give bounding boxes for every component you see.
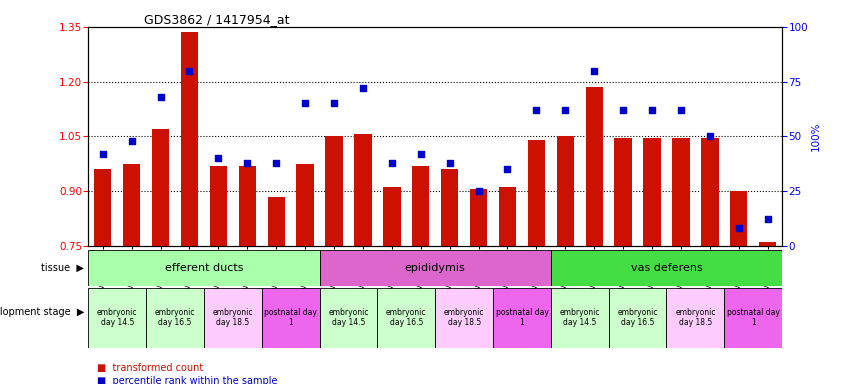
Text: embryonic
day 18.5: embryonic day 18.5 <box>675 308 716 328</box>
Text: ■  percentile rank within the sample: ■ percentile rank within the sample <box>97 376 278 384</box>
Bar <box>499 187 516 246</box>
Bar <box>730 191 748 246</box>
Text: postnatal day
1: postnatal day 1 <box>495 308 548 328</box>
Bar <box>152 129 169 246</box>
Point <box>703 133 717 139</box>
Bar <box>759 242 776 246</box>
Bar <box>88 288 146 348</box>
Bar <box>320 250 551 286</box>
Text: embryonic
day 14.5: embryonic day 14.5 <box>97 308 137 328</box>
Bar <box>123 164 140 246</box>
Text: embryonic
day 16.5: embryonic day 16.5 <box>617 308 658 328</box>
Point <box>761 217 775 223</box>
Bar <box>146 288 204 348</box>
Bar <box>557 136 574 246</box>
Point <box>500 166 514 172</box>
Point <box>212 155 225 161</box>
Bar <box>354 134 372 246</box>
Point <box>645 107 659 113</box>
Bar <box>666 288 724 348</box>
Bar <box>267 197 285 246</box>
Text: embryonic
day 18.5: embryonic day 18.5 <box>444 308 484 328</box>
Text: embryonic
day 14.5: embryonic day 14.5 <box>559 308 600 328</box>
Bar <box>528 140 545 246</box>
Bar <box>436 288 493 348</box>
Bar <box>493 288 551 348</box>
Bar <box>181 32 198 246</box>
Bar <box>204 288 262 348</box>
Bar <box>615 138 632 246</box>
Text: embryonic
day 14.5: embryonic day 14.5 <box>328 308 368 328</box>
Bar <box>296 164 314 246</box>
Bar <box>325 136 343 246</box>
Point <box>96 151 109 157</box>
Text: ■  transformed count: ■ transformed count <box>97 363 203 373</box>
Bar <box>724 288 782 348</box>
Point <box>674 107 688 113</box>
Bar <box>643 138 661 246</box>
Bar <box>470 189 487 246</box>
Bar <box>239 166 256 246</box>
Text: development stage  ▶: development stage ▶ <box>0 307 84 317</box>
Text: embryonic
day 18.5: embryonic day 18.5 <box>213 308 253 328</box>
Bar <box>701 138 718 246</box>
Bar <box>378 288 436 348</box>
Bar <box>383 187 400 246</box>
Text: embryonic
day 16.5: embryonic day 16.5 <box>386 308 426 328</box>
Point <box>414 151 427 157</box>
Bar <box>609 288 666 348</box>
Point <box>182 68 196 74</box>
Text: epididymis: epididymis <box>405 263 466 273</box>
Text: postnatal day
1: postnatal day 1 <box>264 308 317 328</box>
Point <box>241 159 254 166</box>
Bar <box>88 250 320 286</box>
Text: postnatal day
1: postnatal day 1 <box>727 308 780 328</box>
Y-axis label: 100%: 100% <box>811 122 821 151</box>
Point <box>472 188 485 194</box>
Point <box>125 137 139 144</box>
Bar <box>672 138 690 246</box>
Point <box>558 107 572 113</box>
Bar <box>262 288 320 348</box>
Bar <box>209 166 227 246</box>
Point <box>443 159 457 166</box>
Bar <box>551 288 609 348</box>
Point <box>154 94 167 100</box>
Text: tissue  ▶: tissue ▶ <box>41 263 84 273</box>
Text: efferent ducts: efferent ducts <box>165 263 243 273</box>
Text: vas deferens: vas deferens <box>631 263 702 273</box>
Point <box>530 107 543 113</box>
Bar <box>585 87 603 246</box>
Bar <box>441 169 458 246</box>
Bar <box>94 169 111 246</box>
Bar <box>551 250 782 286</box>
Point <box>385 159 399 166</box>
Text: embryonic
day 16.5: embryonic day 16.5 <box>155 308 195 328</box>
Point <box>732 225 745 231</box>
Point <box>588 68 601 74</box>
Point <box>327 101 341 107</box>
Point <box>269 159 283 166</box>
Point <box>357 85 370 91</box>
Bar <box>320 288 378 348</box>
Bar <box>412 166 430 246</box>
Text: GDS3862 / 1417954_at: GDS3862 / 1417954_at <box>144 13 289 26</box>
Point <box>616 107 630 113</box>
Point <box>299 101 312 107</box>
